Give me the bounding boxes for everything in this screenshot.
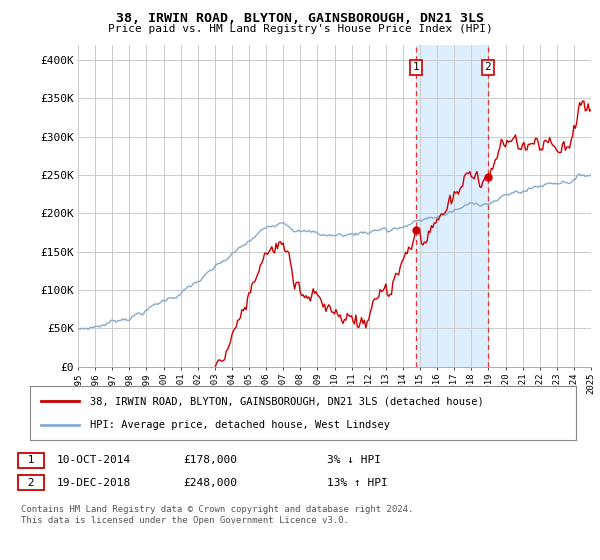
Text: Price paid vs. HM Land Registry's House Price Index (HPI): Price paid vs. HM Land Registry's House … bbox=[107, 24, 493, 34]
Text: 10-OCT-2014: 10-OCT-2014 bbox=[57, 455, 131, 465]
Text: £178,000: £178,000 bbox=[183, 455, 237, 465]
Text: 1: 1 bbox=[413, 62, 419, 72]
Text: 3% ↓ HPI: 3% ↓ HPI bbox=[327, 455, 381, 465]
Text: 2: 2 bbox=[485, 62, 491, 72]
Bar bbox=[416, 45, 488, 367]
Text: 2: 2 bbox=[21, 478, 41, 488]
Text: 19-DEC-2018: 19-DEC-2018 bbox=[57, 478, 131, 488]
Text: HPI: Average price, detached house, West Lindsey: HPI: Average price, detached house, West… bbox=[90, 419, 390, 430]
Text: Contains HM Land Registry data © Crown copyright and database right 2024.
This d: Contains HM Land Registry data © Crown c… bbox=[21, 505, 413, 525]
Text: 13% ↑ HPI: 13% ↑ HPI bbox=[327, 478, 388, 488]
Text: £248,000: £248,000 bbox=[183, 478, 237, 488]
Text: 38, IRWIN ROAD, BLYTON, GAINSBOROUGH, DN21 3LS (detached house): 38, IRWIN ROAD, BLYTON, GAINSBOROUGH, DN… bbox=[90, 396, 484, 407]
Text: 38, IRWIN ROAD, BLYTON, GAINSBOROUGH, DN21 3LS: 38, IRWIN ROAD, BLYTON, GAINSBOROUGH, DN… bbox=[116, 12, 484, 25]
Text: 1: 1 bbox=[21, 455, 41, 465]
